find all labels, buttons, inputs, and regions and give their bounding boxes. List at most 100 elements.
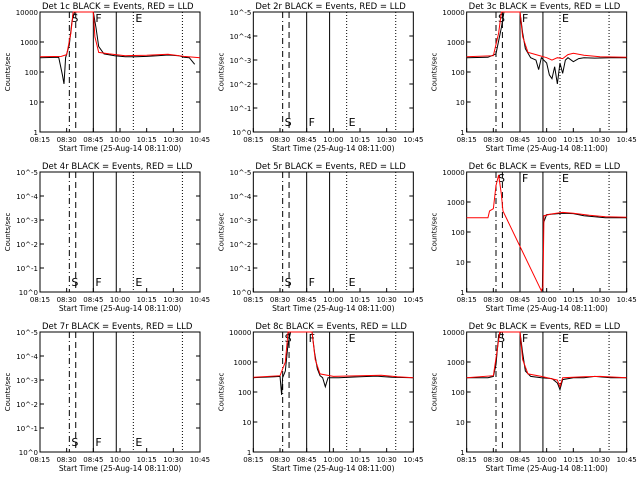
y-axis-label: Counts/sec [4,373,12,412]
x-tick-label: 10:00 [110,456,130,464]
x-tick-label: 08:30 [57,456,77,464]
plot-frame [252,331,414,453]
y-tick-label: 10^-3 [230,217,252,225]
x-axis-label: Start Time (25-Aug-14 08:11:00) [272,464,394,473]
x-tick-label: 08:15 [30,456,50,464]
events-series-line [253,331,414,395]
x-tick-label: 10:45 [190,296,210,304]
marker-label: E [562,12,569,25]
x-tick-label: 10:30 [377,456,397,464]
panel-title: Det 3c BLACK = Events, RED = LLD [469,2,621,12]
marker-label: F [522,12,528,25]
x-tick-label: 10:15 [350,296,370,304]
x-tick-label: 10:00 [537,136,557,144]
y-tick-label: 1000 [447,359,465,367]
marker-label: F [95,276,101,289]
x-tick-label: 08:15 [243,136,263,144]
plot-frame [252,11,414,133]
plot-frame [466,331,628,453]
x-tick-label: 10:45 [403,136,423,144]
y-tick-label: 100 [238,389,251,397]
marker-label: E [135,276,142,289]
lld-series-line [466,174,627,293]
x-tick-label: 08:30 [483,296,503,304]
x-axis-label: Start Time (25-Aug-14 08:11:00) [485,464,607,473]
x-tick-label: 10:45 [190,456,210,464]
y-tick-label: 10 [242,419,251,427]
y-tick-label: 10^-3 [230,57,252,65]
plot-frame [39,171,201,293]
y-axis-label: Counts/sec [4,213,12,252]
marker-label: F [522,172,528,185]
x-tick-label: 10:00 [537,296,557,304]
x-axis-label: Start Time (25-Aug-14 08:11:00) [59,144,181,153]
y-tick-label: 1 [460,449,464,457]
x-tick-label: 08:15 [243,296,263,304]
y-tick-label: 10^-4 [16,193,38,201]
y-tick-label: 10^-2 [230,241,252,249]
x-tick-label: 10:15 [350,136,370,144]
x-tick-label: 08:45 [83,296,103,304]
marker-label: F [95,12,101,25]
marker-label: F [522,332,528,345]
marker-label: E [562,332,569,345]
x-tick-label: 08:45 [510,296,530,304]
panel-title: Det 6c BLACK = Events, RED = LLD [469,162,621,172]
y-tick-label: 10 [29,99,38,107]
panel-det-5: Det 5r BLACK = Events, RED = LLD Counts/s… [217,162,423,313]
x-tick-label: 08:45 [83,136,103,144]
y-tick-label: 10000 [229,329,251,337]
panel-title: Det 1c BLACK = Events, RED = LLD [42,2,194,12]
marker-label: S [498,332,505,345]
x-tick-label: 10:15 [137,296,157,304]
y-tick-label: 10^-3 [16,217,38,225]
x-tick-label: 10:00 [110,296,130,304]
marker-label: S [71,12,78,25]
y-axis-label: Counts/sec [431,373,439,412]
x-axis-label: Start Time (25-Aug-14 08:11:00) [59,304,181,313]
marker-label: S [285,116,292,129]
marker-label: E [135,12,142,25]
y-tick-label: 10^-3 [16,377,38,385]
x-tick-label: 10:30 [163,456,183,464]
y-tick-label: 10000 [16,9,38,17]
x-tick-label: 10:30 [163,136,183,144]
marker-label: F [309,116,315,129]
marker-label: E [349,276,356,289]
y-tick-label: 10 [456,99,465,107]
lld-series-line [253,331,414,379]
x-tick-label: 08:15 [30,136,50,144]
panel-title: Det 5r BLACK = Events, RED = LLD [255,162,406,172]
x-tick-label: 10:15 [563,456,583,464]
y-tick-label: 10^-2 [16,401,38,409]
x-tick-label: 10:30 [590,456,610,464]
marker-label: S [71,276,78,289]
x-tick-label: 10:00 [323,456,343,464]
x-axis-label: Start Time (25-Aug-14 08:11:00) [272,304,394,313]
panel-det-3: Det 3c BLACK = Events, RED = LLD Counts/s… [431,2,637,153]
x-tick-label: 10:30 [377,136,397,144]
panel-title: Det 2r BLACK = Events, RED = LLD [255,2,406,12]
panel-det-1: Det 1c BLACK = Events, RED = LLD Counts/s… [4,2,210,153]
x-tick-label: 08:45 [83,456,103,464]
y-tick-label: 10^-1 [230,105,252,113]
y-tick-label: 10000 [442,329,464,337]
plot-frame [466,11,628,133]
x-tick-label: 08:30 [483,136,503,144]
x-tick-label: 10:45 [403,456,423,464]
x-tick-label: 08:45 [297,296,317,304]
panel-title: Det 8c BLACK = Events, RED = LLD [255,322,407,332]
panel-det-8: Det 8c BLACK = Events, RED = LLD Counts/s… [217,322,423,473]
y-tick-label: 10^0 [232,129,251,137]
y-tick-label: 1 [34,129,38,137]
marker-label: E [135,436,142,449]
x-tick-label: 08:15 [30,296,50,304]
x-tick-label: 08:30 [270,136,290,144]
x-tick-label: 08:45 [297,136,317,144]
x-tick-label: 10:30 [163,296,183,304]
x-tick-label: 08:30 [270,296,290,304]
x-axis-label: Start Time (25-Aug-14 08:11:00) [272,144,394,153]
plot-frame [39,331,201,453]
y-tick-label: 100 [25,69,38,77]
y-tick-label: 10^0 [19,449,38,457]
